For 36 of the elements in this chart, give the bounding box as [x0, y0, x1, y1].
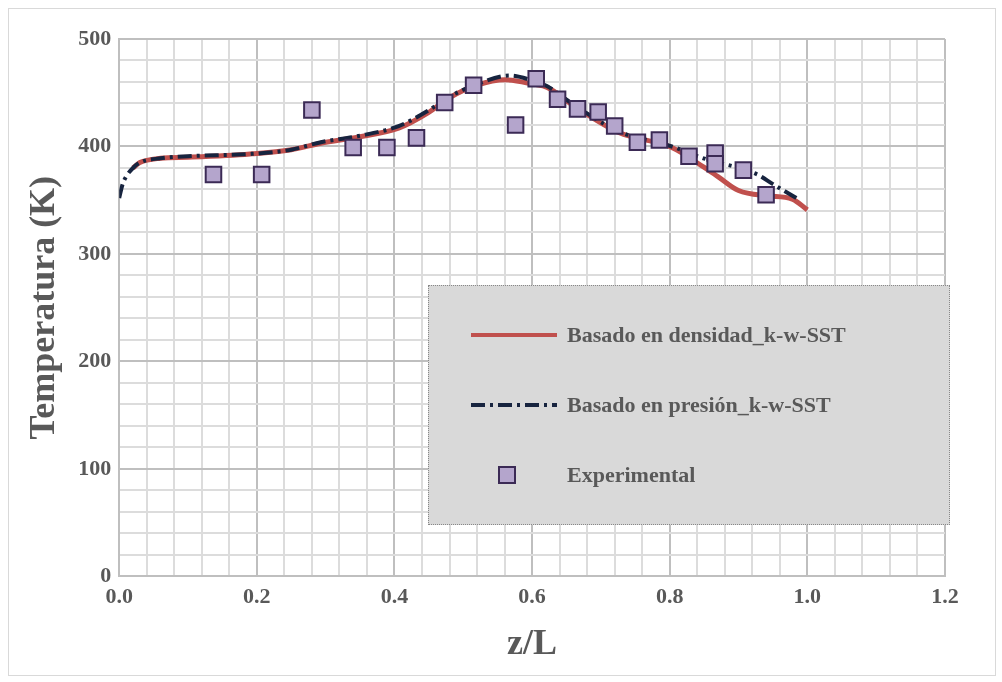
- y-axis-title: Temperatura (K): [21, 175, 62, 440]
- y-tick-label: 500: [78, 24, 112, 50]
- x-tick-label: 0.2: [243, 583, 271, 609]
- point: [407, 129, 426, 147]
- point: [548, 90, 567, 108]
- y-tick-label: 100: [78, 454, 112, 480]
- point: [506, 116, 525, 134]
- y-tick-label: 200: [78, 347, 112, 373]
- point: [734, 161, 753, 179]
- x-tick-label: 1.2: [931, 583, 959, 609]
- point: [757, 186, 775, 204]
- point: [252, 165, 271, 184]
- point: [589, 103, 607, 121]
- legend-label: Basado en presión_k-w-SST: [567, 392, 831, 418]
- point: [680, 147, 698, 165]
- x-tick-label: 0.6: [518, 583, 546, 609]
- point: [344, 138, 362, 157]
- y-tick-label: 300: [78, 239, 112, 265]
- point: [435, 93, 454, 112]
- point: [605, 117, 624, 135]
- point: [204, 165, 223, 184]
- point: [706, 154, 724, 173]
- point: [303, 101, 321, 119]
- point: [628, 133, 647, 151]
- legend-label: Basado en densidad_k-w-SST: [567, 322, 846, 348]
- x-axis-title: z/L: [507, 621, 558, 662]
- y-tick-label: 400: [78, 132, 112, 158]
- point: [650, 131, 669, 149]
- point: [378, 138, 396, 157]
- x-tick-label: 0.4: [380, 583, 409, 609]
- x-tick-label: 0.8: [655, 583, 684, 609]
- x-tick-label: 1.0: [793, 583, 822, 609]
- legend-label: Experimental: [567, 462, 696, 488]
- point: [464, 76, 483, 94]
- point: [568, 100, 587, 118]
- point: [527, 69, 546, 88]
